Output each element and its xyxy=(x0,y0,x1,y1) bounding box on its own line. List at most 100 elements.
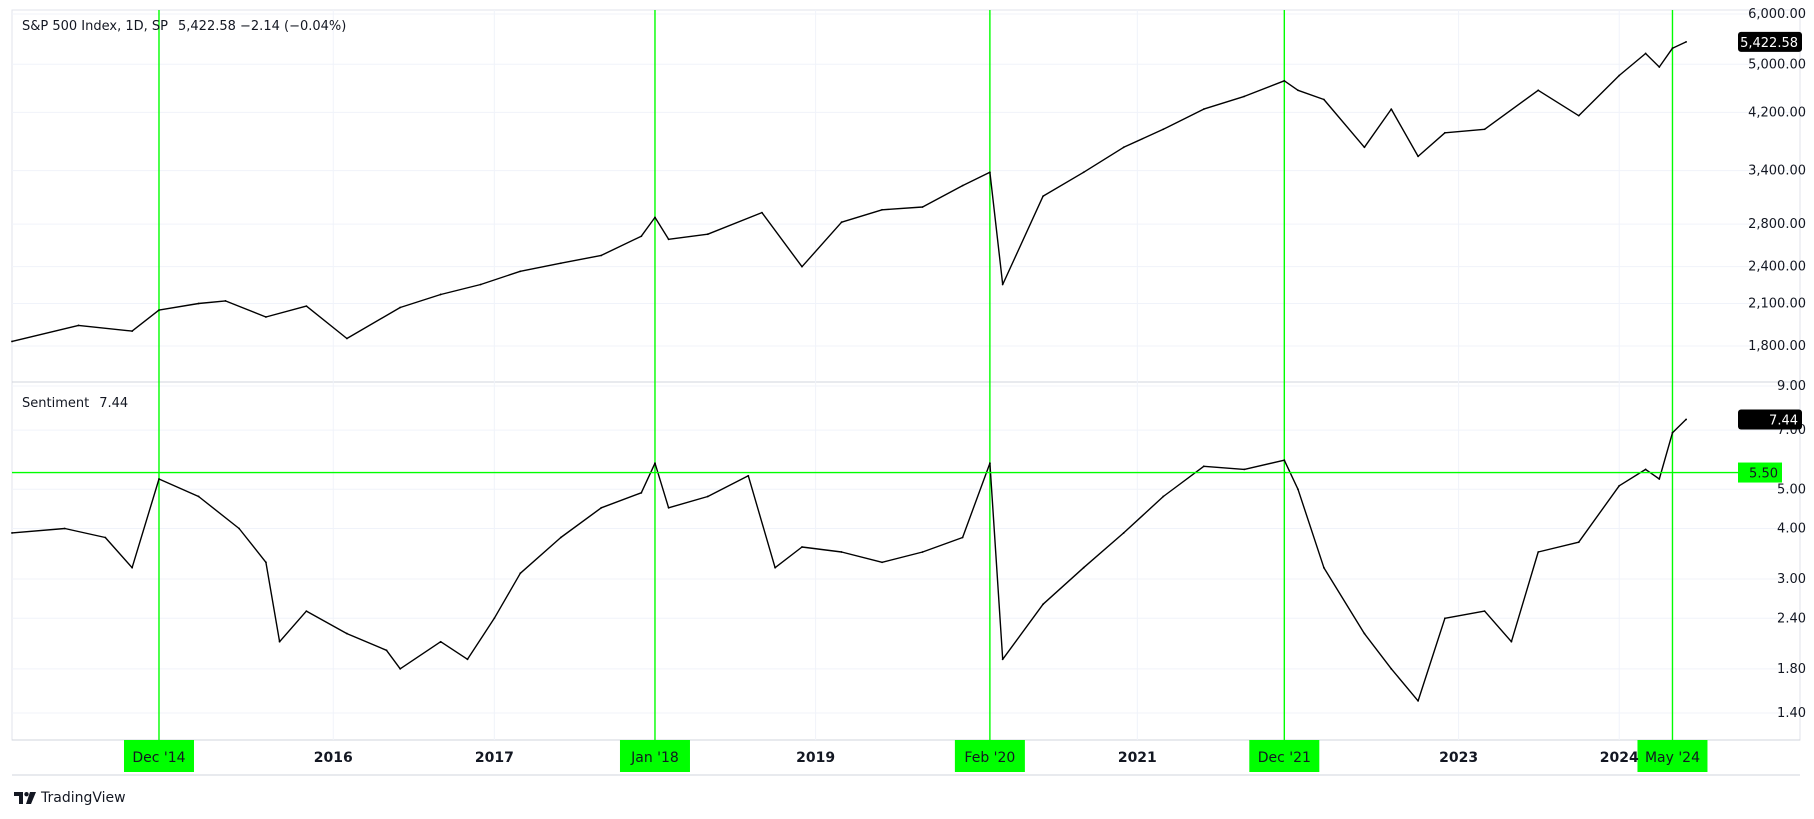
price-data-point xyxy=(1671,47,1674,50)
price-data-point xyxy=(706,233,709,236)
sentiment-data-point xyxy=(158,478,160,480)
price-data-point xyxy=(224,299,227,302)
sentiment-data-point xyxy=(600,506,603,509)
price-data-point xyxy=(1162,128,1165,131)
date-marker-label: Dec '14 xyxy=(132,750,185,766)
sentiment-data-point xyxy=(11,532,13,534)
sentiment-data-point xyxy=(667,506,670,509)
price-data-point xyxy=(1444,131,1446,134)
sentiment-data-point xyxy=(1685,418,1688,421)
price-data-point xyxy=(11,340,13,343)
grid xyxy=(11,9,1801,776)
date-marker-flag xyxy=(1249,740,1320,772)
date-marker-lines xyxy=(158,10,1674,740)
sentiment-data-point xyxy=(1390,667,1393,670)
price-data-point xyxy=(1122,146,1125,149)
sentiment-data-point xyxy=(1001,658,1004,661)
sentiment-y-tick-label: 9.00 xyxy=(1777,379,1806,394)
price-data-point xyxy=(1243,95,1246,98)
price-y-tick-label: 1,800.00 xyxy=(1748,339,1806,354)
date-marker-label: Dec '21 xyxy=(1258,750,1311,766)
price-data-point xyxy=(479,283,482,286)
price-data-point xyxy=(439,293,442,296)
x-year-label: 2019 xyxy=(796,750,835,766)
price-data-point xyxy=(840,221,843,224)
sentiment-data-point xyxy=(131,566,134,569)
sentiment-data-point xyxy=(840,551,843,553)
x-year-label: 2016 xyxy=(314,750,353,766)
sentiment-data-point xyxy=(466,658,469,661)
price-y-tick-label: 4,200.00 xyxy=(1748,105,1806,120)
sentiment-data-point xyxy=(1537,551,1540,553)
tradingview-logo-icon xyxy=(14,792,36,804)
sentiment-data-point xyxy=(346,632,348,635)
price-y-tick-label: 3,400.00 xyxy=(1748,164,1806,179)
sentiment-data-point xyxy=(197,495,200,498)
price-data-point xyxy=(1363,146,1366,149)
price-data-point xyxy=(1644,52,1647,55)
price-data-point xyxy=(1001,283,1004,286)
price-data-point xyxy=(1082,171,1085,174)
date-marker-label: Feb '20 xyxy=(964,750,1015,766)
sentiment-data-point xyxy=(1618,484,1621,487)
sentiment-data-point xyxy=(1444,617,1446,620)
sentiment-data-point xyxy=(1082,566,1085,569)
sentiment-data-point xyxy=(988,462,991,465)
tradingview-logo[interactable]: TradingView xyxy=(14,790,126,806)
sentiment-data-point xyxy=(801,546,803,548)
chart-frame xyxy=(11,9,1801,741)
sentiment-data-point xyxy=(961,536,964,539)
price-pane-title: S&P 500 Index, 1D, SP 5,422.58 −2.14 (−0.… xyxy=(22,19,346,34)
date-marker-flag xyxy=(123,740,194,772)
sentiment-pane xyxy=(11,418,1738,702)
price-data-point xyxy=(1417,155,1420,158)
threshold-tag xyxy=(1738,462,1782,483)
price-data-point xyxy=(197,302,200,305)
price-data-point xyxy=(158,309,160,312)
price-data-point xyxy=(1685,41,1688,43)
sentiment-data-point xyxy=(278,640,281,643)
price-data-point xyxy=(761,211,763,214)
sentiment-data-point xyxy=(1577,541,1580,544)
price-series-line xyxy=(11,41,1687,343)
sentiment-y-tick-label: 3.00 xyxy=(1777,572,1806,587)
sentiment-data-point xyxy=(559,536,562,539)
price-data-point xyxy=(600,254,603,257)
date-marker-flag xyxy=(619,740,690,772)
sentiment-data-point xyxy=(1162,495,1165,498)
price-data-point xyxy=(988,171,991,174)
price-data-point xyxy=(1297,89,1299,92)
sentiment-series-line xyxy=(11,418,1687,702)
price-data-point xyxy=(519,270,522,273)
price-data-point xyxy=(346,337,348,340)
sentiment-data-point xyxy=(238,527,240,530)
price-y-tick-label: 6,000.00 xyxy=(1748,7,1806,22)
price-data-point xyxy=(1537,89,1540,92)
sentiment-pane-title: Sentiment 7.44 xyxy=(22,396,128,411)
sentiment-data-point xyxy=(774,566,777,569)
price-data-point xyxy=(1483,128,1486,131)
sentiment-y-tick-label: 4.00 xyxy=(1777,521,1806,536)
price-data-point xyxy=(1658,66,1661,68)
price-data-point xyxy=(559,262,562,265)
price-data-point xyxy=(77,324,80,327)
sentiment-data-point xyxy=(1483,610,1486,612)
sentiment-data-point xyxy=(921,551,924,553)
sentiment-data-point xyxy=(305,610,308,612)
sentiment-y-tick-label: 5.00 xyxy=(1777,482,1806,497)
price-data-point xyxy=(654,216,656,219)
price-data-point xyxy=(801,265,803,268)
price-data-point xyxy=(131,330,134,332)
price-data-point xyxy=(961,184,964,187)
x-year-label: 2021 xyxy=(1118,750,1157,766)
price-data-point xyxy=(881,208,883,211)
sentiment-data-point xyxy=(439,640,442,643)
sentiment-data-point xyxy=(1042,603,1045,606)
sentiment-data-point xyxy=(706,495,709,498)
sentiment-data-point xyxy=(1671,431,1674,434)
sentiment-last-value-tag xyxy=(1738,409,1802,430)
sentiment-y-tick-label: 2.40 xyxy=(1777,611,1806,626)
sentiment-data-point xyxy=(1658,478,1661,480)
price-y-tick-label: 2,400.00 xyxy=(1748,260,1806,275)
date-marker-label: May '24 xyxy=(1645,750,1700,766)
